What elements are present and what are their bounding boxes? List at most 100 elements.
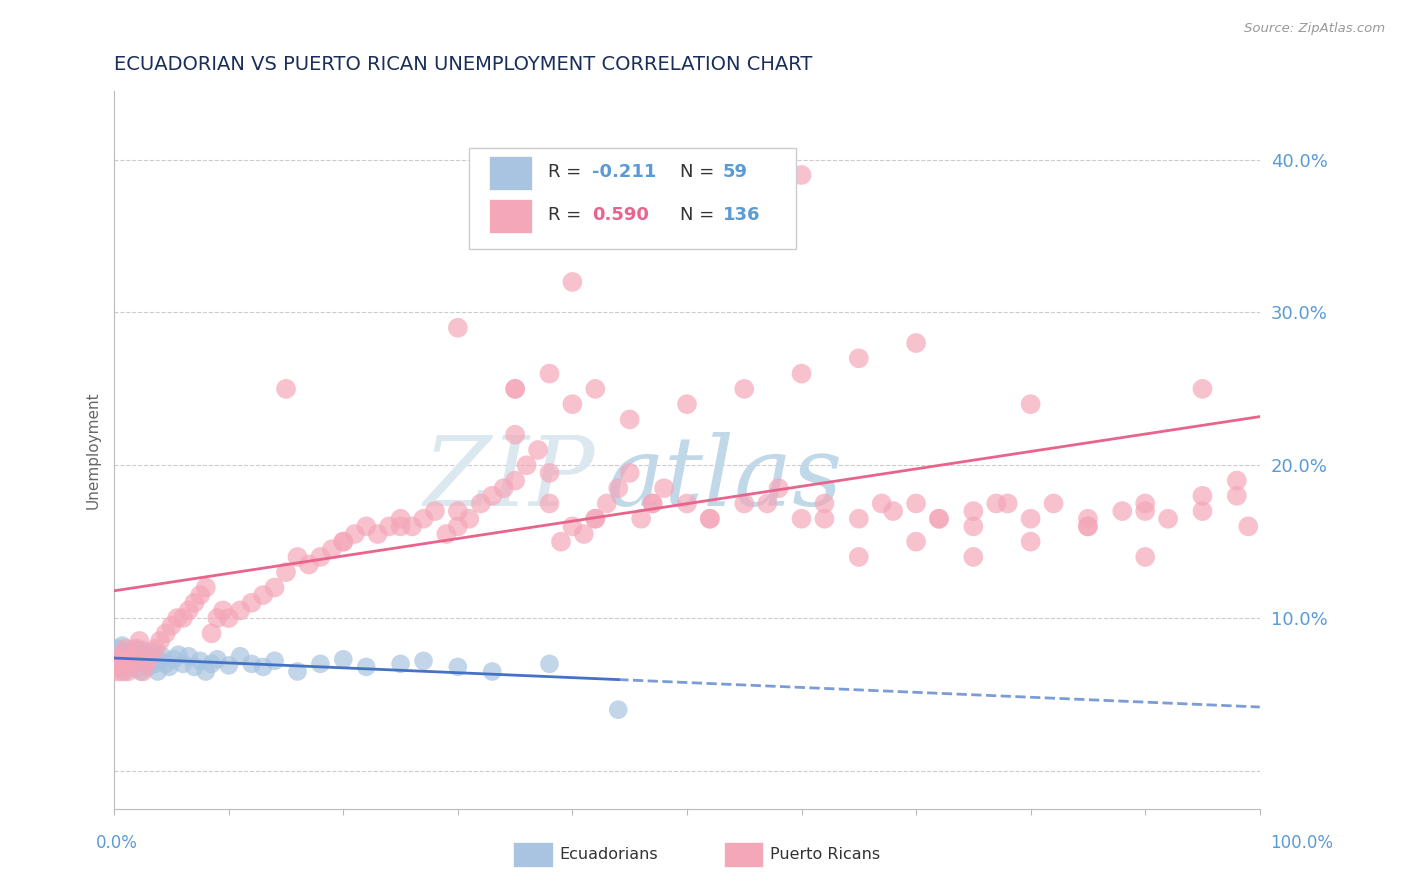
Point bbox=[1135, 496, 1157, 510]
Point bbox=[652, 481, 675, 495]
Point bbox=[107, 649, 129, 664]
Point bbox=[447, 660, 470, 674]
Point bbox=[986, 496, 1008, 510]
Point bbox=[194, 665, 217, 679]
Point bbox=[607, 703, 630, 717]
Point bbox=[401, 519, 423, 533]
Point bbox=[619, 183, 641, 197]
Point bbox=[905, 336, 928, 351]
Point bbox=[641, 496, 664, 510]
Text: R =: R = bbox=[548, 163, 588, 181]
Point bbox=[114, 665, 136, 679]
Point bbox=[188, 654, 211, 668]
Point bbox=[142, 645, 165, 659]
Point bbox=[121, 649, 143, 664]
Text: N =: N = bbox=[681, 163, 720, 181]
Point bbox=[157, 660, 180, 674]
Point bbox=[596, 496, 619, 510]
Point bbox=[107, 641, 129, 656]
FancyBboxPatch shape bbox=[489, 199, 533, 233]
Point bbox=[274, 382, 297, 396]
Text: Source: ZipAtlas.com: Source: ZipAtlas.com bbox=[1244, 22, 1385, 36]
Point bbox=[538, 496, 561, 510]
Point bbox=[1019, 512, 1042, 526]
Point bbox=[160, 618, 183, 632]
Point bbox=[127, 641, 149, 656]
Point bbox=[962, 549, 984, 564]
Text: 0.0%: 0.0% bbox=[96, 834, 138, 852]
Text: R =: R = bbox=[548, 206, 588, 224]
Point bbox=[128, 656, 150, 670]
Point bbox=[107, 657, 129, 671]
Point bbox=[354, 660, 377, 674]
Point bbox=[1111, 504, 1133, 518]
Point bbox=[447, 519, 470, 533]
Point bbox=[790, 512, 813, 526]
Point bbox=[619, 412, 641, 426]
Point bbox=[200, 626, 222, 640]
Point bbox=[194, 581, 217, 595]
Point bbox=[447, 504, 470, 518]
Point bbox=[149, 634, 172, 648]
Point bbox=[790, 168, 813, 182]
Point bbox=[135, 649, 157, 664]
Point bbox=[127, 645, 149, 659]
Point bbox=[561, 275, 583, 289]
Point bbox=[412, 654, 434, 668]
Point bbox=[287, 549, 309, 564]
Point bbox=[207, 652, 229, 666]
Point bbox=[367, 527, 389, 541]
Point bbox=[111, 665, 134, 679]
Point bbox=[287, 665, 309, 679]
Point bbox=[138, 660, 160, 674]
Point bbox=[1019, 534, 1042, 549]
Point bbox=[207, 611, 229, 625]
Point bbox=[114, 641, 136, 656]
Point bbox=[572, 527, 595, 541]
Point bbox=[481, 665, 503, 679]
Point bbox=[733, 229, 755, 244]
Point bbox=[1226, 489, 1249, 503]
Point bbox=[132, 665, 155, 679]
Text: 100.0%: 100.0% bbox=[1270, 834, 1333, 852]
Point bbox=[131, 652, 153, 666]
Point bbox=[122, 641, 145, 656]
Point bbox=[309, 657, 332, 671]
Point bbox=[110, 654, 132, 668]
Point bbox=[172, 611, 194, 625]
Point bbox=[630, 512, 652, 526]
Point bbox=[768, 481, 790, 495]
Point bbox=[309, 549, 332, 564]
Point bbox=[538, 657, 561, 671]
Text: Ecuadorians: Ecuadorians bbox=[560, 847, 658, 862]
Point bbox=[188, 588, 211, 602]
Point bbox=[813, 512, 835, 526]
Point bbox=[434, 527, 457, 541]
Point bbox=[166, 611, 188, 625]
Point bbox=[1135, 504, 1157, 518]
Point bbox=[118, 645, 141, 659]
Point bbox=[538, 466, 561, 480]
Y-axis label: Unemployment: Unemployment bbox=[86, 392, 100, 508]
Point bbox=[332, 534, 354, 549]
Point bbox=[905, 496, 928, 510]
Point bbox=[135, 657, 157, 671]
Point bbox=[183, 596, 205, 610]
Point bbox=[1077, 519, 1099, 533]
Point bbox=[177, 649, 200, 664]
Point bbox=[218, 611, 240, 625]
Point bbox=[229, 649, 252, 664]
Point bbox=[105, 665, 128, 679]
Point bbox=[676, 397, 699, 411]
Point bbox=[447, 320, 470, 334]
Point bbox=[848, 351, 870, 366]
Text: ECUADORIAN VS PUERTO RICAN UNEMPLOYMENT CORRELATION CHART: ECUADORIAN VS PUERTO RICAN UNEMPLOYMENT … bbox=[114, 55, 813, 74]
Point bbox=[229, 603, 252, 617]
Point bbox=[583, 382, 606, 396]
Point bbox=[503, 382, 526, 396]
Point bbox=[1226, 474, 1249, 488]
Point bbox=[1237, 519, 1260, 533]
Point bbox=[332, 534, 354, 549]
Point bbox=[607, 481, 630, 495]
Point bbox=[733, 496, 755, 510]
